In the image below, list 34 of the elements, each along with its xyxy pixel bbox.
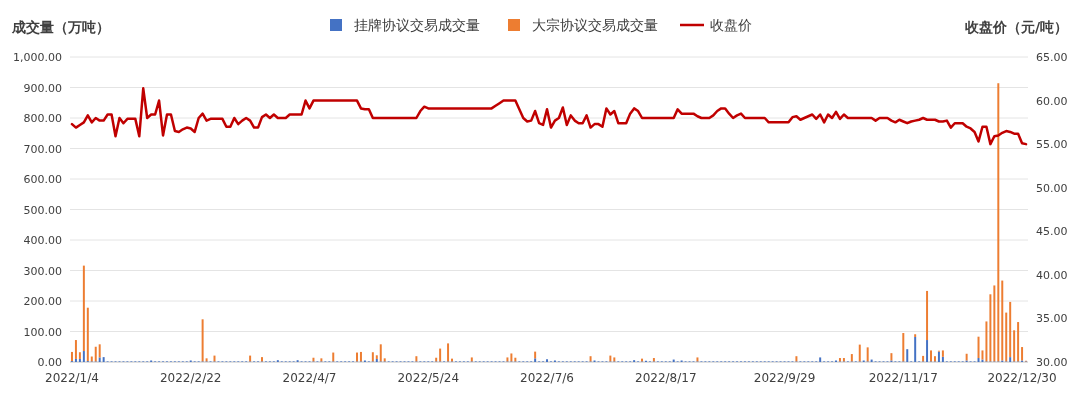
legend-label: 大宗协议交易成交量 bbox=[532, 17, 658, 33]
x-tick-label: 2022/11/17 bbox=[868, 371, 938, 385]
x-tick-label: 2022/4/7 bbox=[282, 371, 337, 385]
x-tick-label: 2022/5/24 bbox=[397, 371, 460, 385]
x-tick-label: 2022/8/17 bbox=[635, 371, 697, 385]
y2-tick-label: 40.00 bbox=[1036, 268, 1068, 282]
x-tick-label: 2022/2/22 bbox=[159, 371, 222, 385]
y-tick-label: 0.00 bbox=[37, 356, 62, 369]
y2-tick-label: 30.00 bbox=[1036, 356, 1068, 369]
legend-label: 收盘价 bbox=[710, 17, 752, 33]
y2-tick-label: 65.00 bbox=[1036, 51, 1068, 64]
y2-tick-label: 50.00 bbox=[1036, 181, 1068, 195]
y2-tick-label: 35.00 bbox=[1036, 312, 1068, 326]
y-tick-label: 700.00 bbox=[23, 142, 62, 156]
y-tick-label: 100.00 bbox=[23, 325, 62, 339]
y2-tick-label: 60.00 bbox=[1036, 94, 1068, 108]
x-tick-label: 2022/9/29 bbox=[753, 371, 816, 385]
line-series bbox=[70, 87, 1028, 146]
y-tick-label: 200.00 bbox=[23, 295, 62, 308]
y-tick-label: 600.00 bbox=[23, 173, 62, 186]
y-tick-label: 800.00 bbox=[23, 112, 62, 125]
y2-tick-label: 45.00 bbox=[1036, 225, 1068, 239]
y-tick-label: 1,000.00 bbox=[13, 51, 62, 64]
y-tick-label: 400.00 bbox=[23, 234, 62, 247]
x-tick-label: 2022/12/30 bbox=[987, 371, 1057, 385]
y2-tick-label: 55.00 bbox=[1036, 138, 1068, 152]
x-tick-label: 2022/7/6 bbox=[520, 371, 574, 385]
y2-axis-title: 收盘价（元/吨） bbox=[964, 19, 1068, 35]
y-tick-label: 500.00 bbox=[23, 203, 62, 217]
x-tick-label: 2022/1/4 bbox=[45, 371, 99, 385]
y-tick-label: 300.00 bbox=[23, 264, 62, 278]
legend-label: 挂牌协议交易成交量 bbox=[354, 17, 480, 33]
y-axis-title: 成交量（万吨） bbox=[11, 19, 110, 35]
y-tick-label: 900.00 bbox=[23, 81, 62, 95]
